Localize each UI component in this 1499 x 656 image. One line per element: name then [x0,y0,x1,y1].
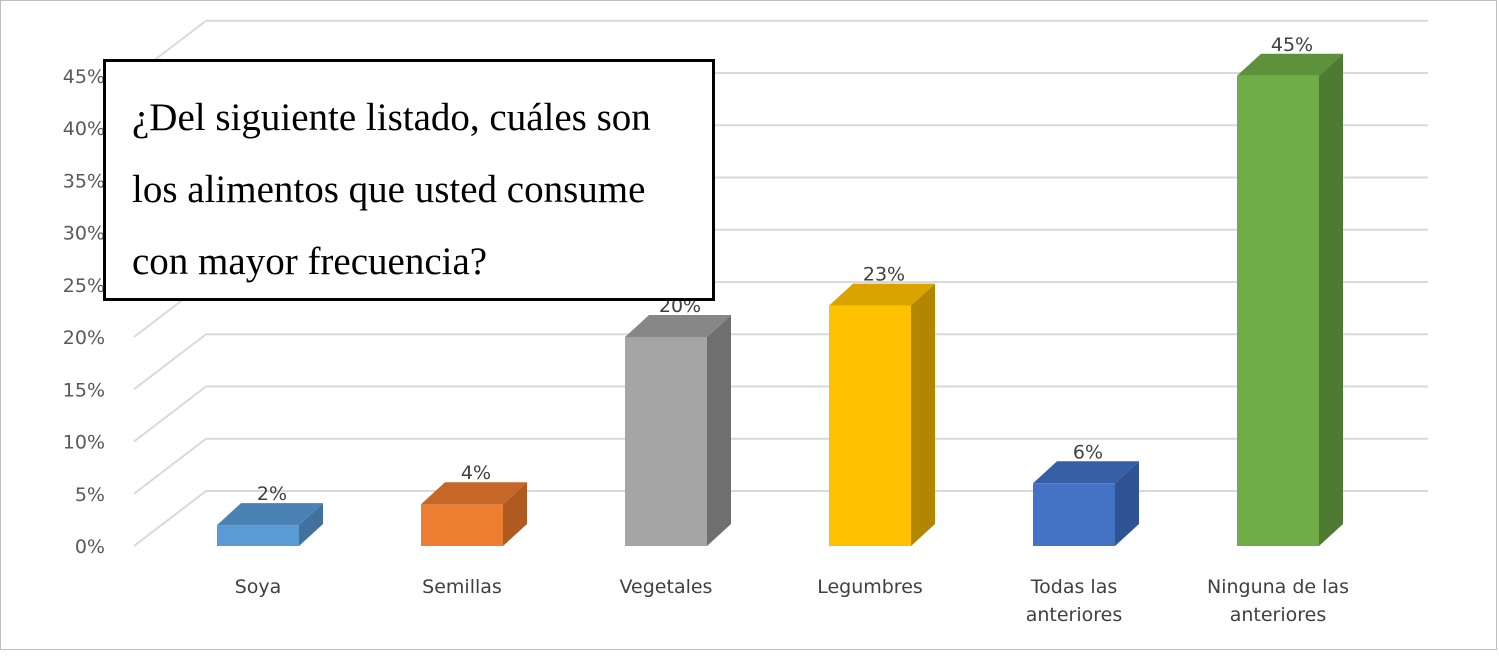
bar-front [421,504,503,546]
bar-side [1319,53,1343,546]
data-label: 2% [257,483,287,505]
bar-top [421,482,527,505]
bar-top [625,315,731,337]
bar-front [1237,75,1319,546]
bar-top [217,503,323,526]
gridline-depth [133,333,207,391]
x-category-label: Legumbres [817,576,923,598]
chart-title-box: ¿Del siguiente listado, cuáles son los a… [103,59,715,301]
data-label: 45% [1271,34,1313,56]
data-label: 4% [461,462,491,484]
y-tick-label: 30% [63,223,105,245]
x-category-label: Vegetales [620,576,713,598]
y-tick-label: 20% [63,327,105,349]
bar-top [1237,53,1343,76]
y-tick-label: 0% [75,536,105,558]
bar-side [503,482,527,546]
bar-side [707,315,731,546]
x-category-label: Todas las [1030,576,1117,598]
bar-top [829,283,935,306]
y-tick-label: 15% [63,379,105,401]
bar-front [1033,483,1115,546]
y-tick-label: 5% [75,484,105,506]
y-tick-label: 40% [63,118,105,140]
x-category-label: anteriores [1230,604,1327,626]
bar-front [217,525,299,546]
chart-title-line-2: los alimentos que usted consume [132,168,646,211]
y-tick-label: 45% [63,66,105,88]
data-label: 6% [1073,441,1103,463]
bar-side [911,283,935,546]
x-category-label: Ninguna de las [1207,576,1349,598]
bar-side [1115,461,1139,546]
y-tick-label: 10% [63,432,105,454]
gridline-depth [133,437,207,495]
y-tick-label: 25% [63,275,105,297]
chart-title-line-1: ¿Del siguiente listado, cuáles son [132,96,651,139]
bar-top [1033,461,1139,484]
chart-title-line-3: con mayor frecuencia? [132,240,488,283]
y-tick-label: 35% [63,170,105,192]
x-category-label: anteriores [1026,604,1123,626]
gridline-depth [133,490,207,547]
bar-front [625,337,707,546]
x-category-label: Soya [235,576,282,598]
bar-front [829,305,911,546]
gridline-depth [133,385,207,443]
x-category-label: Semillas [422,576,502,598]
data-label: 23% [863,264,905,286]
bar-side [299,503,323,546]
